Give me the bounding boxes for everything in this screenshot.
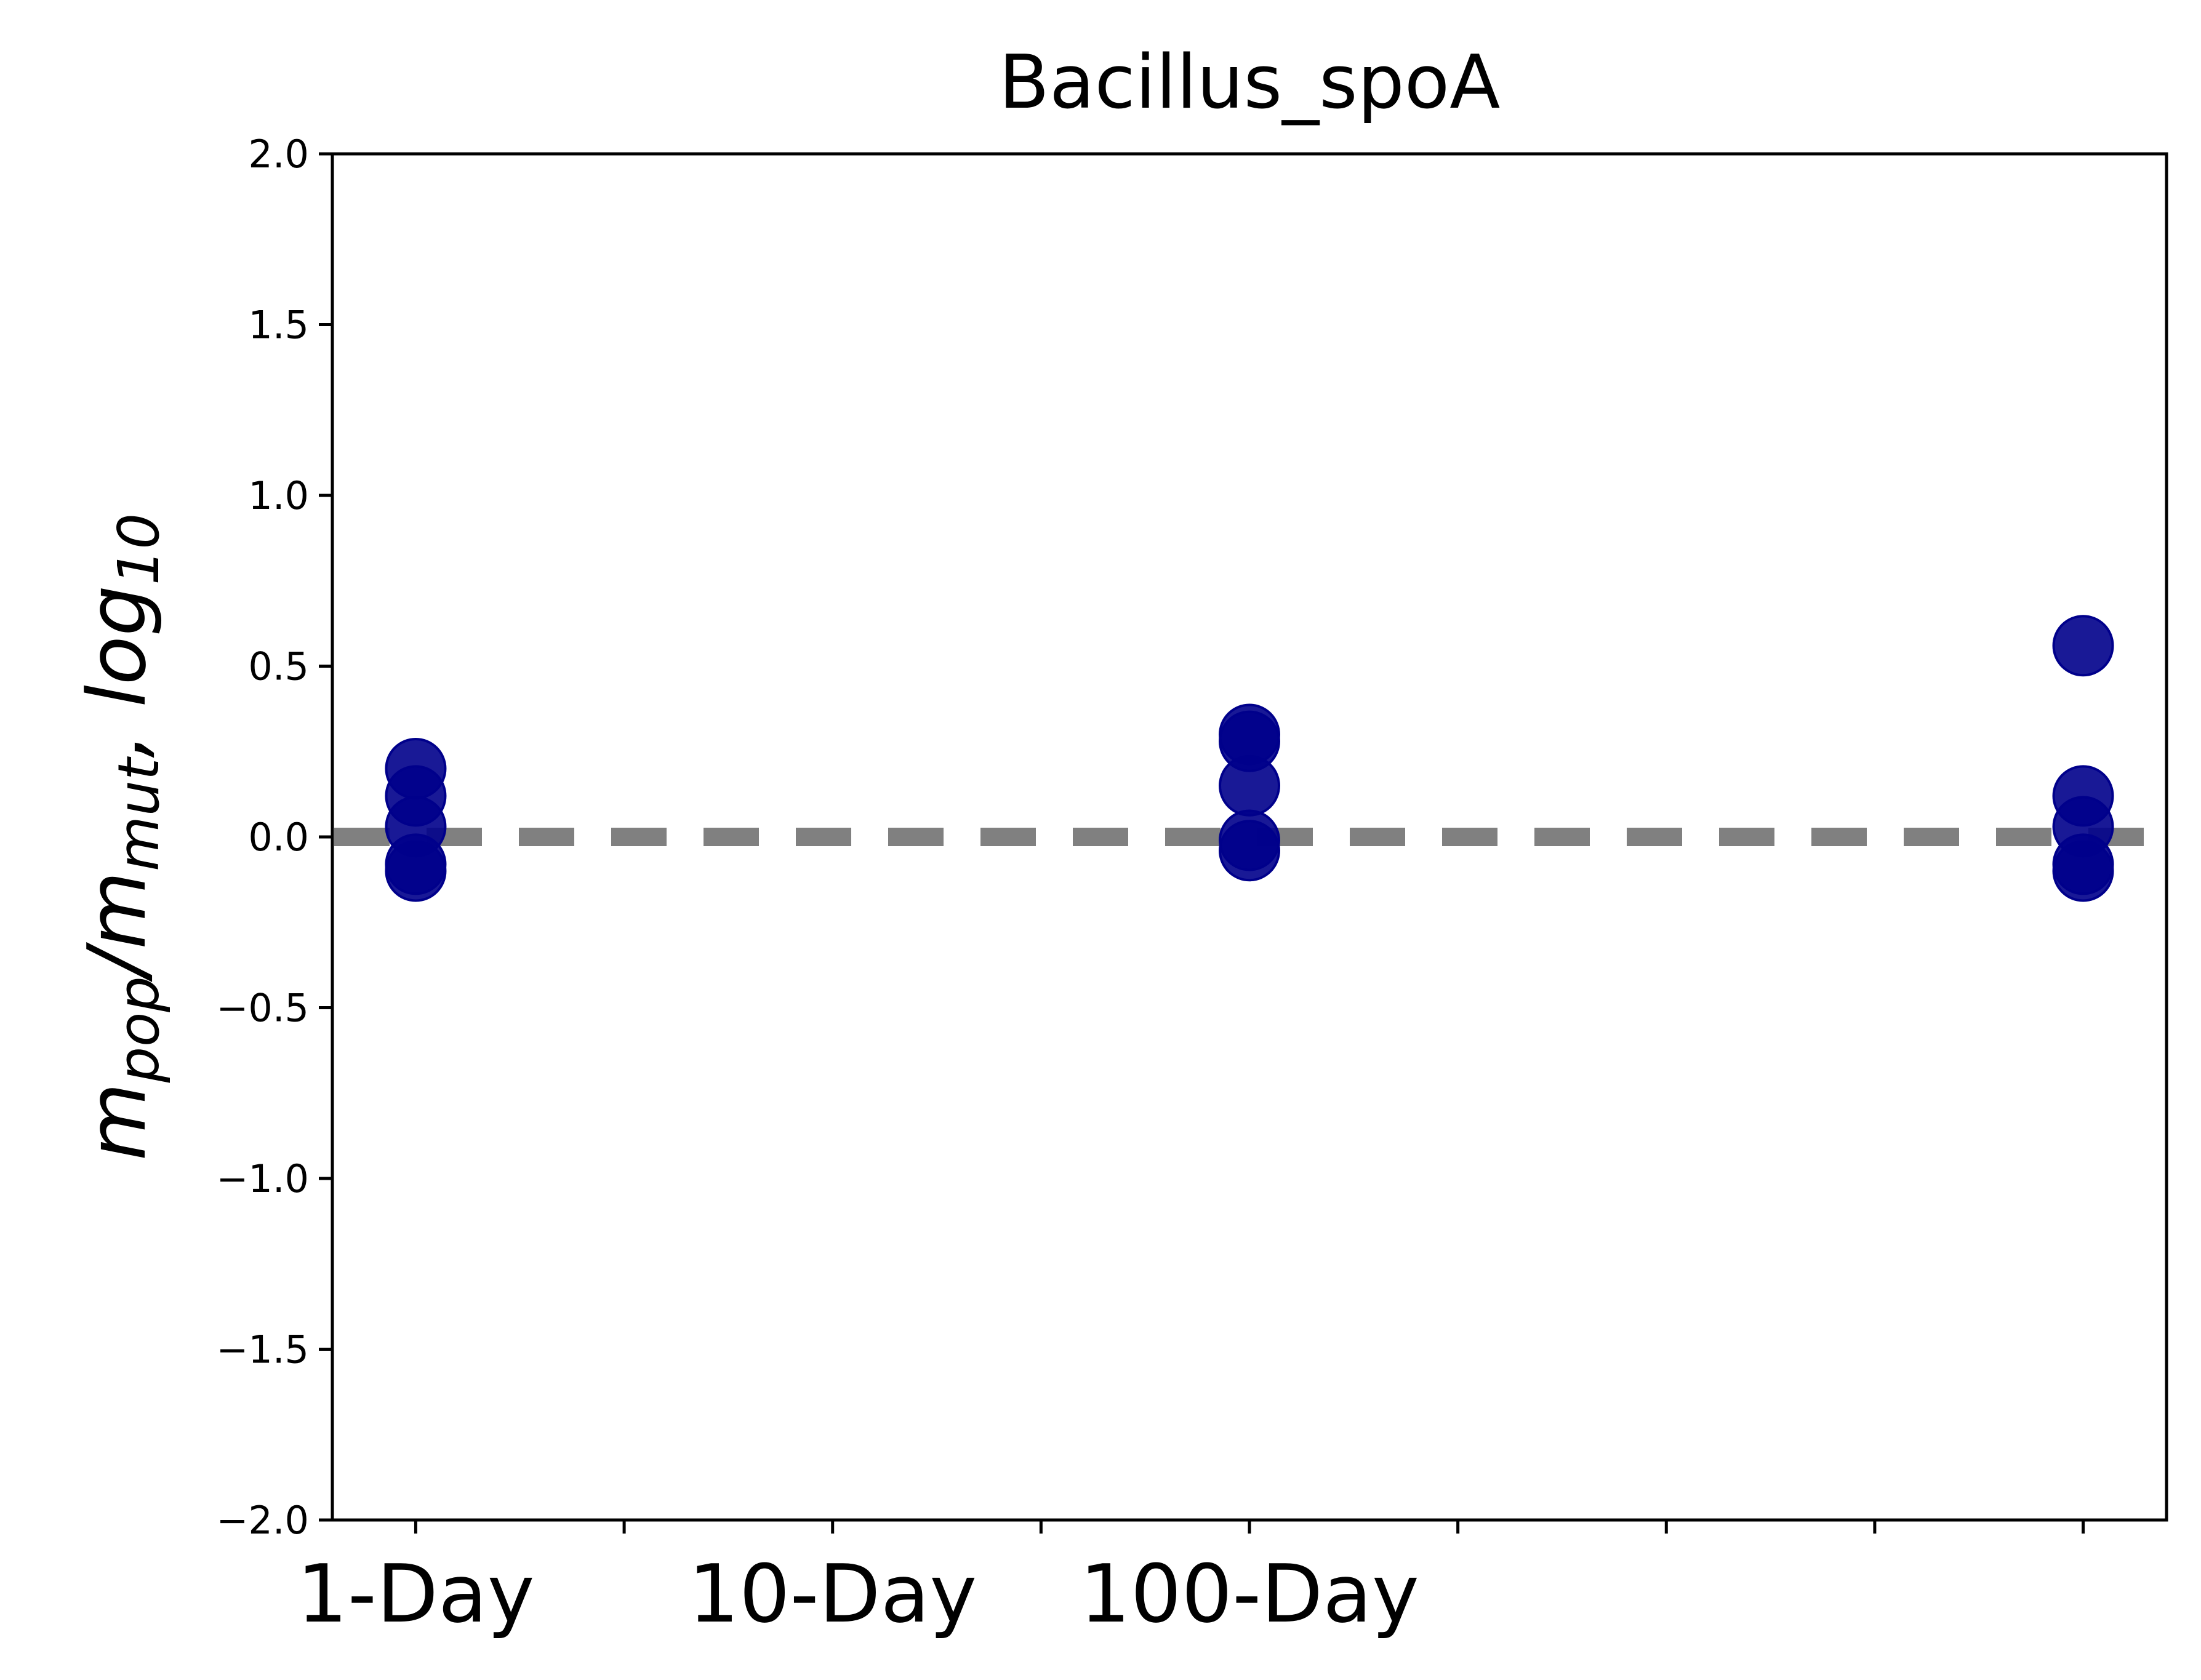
plot-area — [331, 152, 2168, 1522]
y-label-part: m — [70, 1082, 164, 1161]
y-tick-label: −1.5 — [216, 1327, 309, 1372]
y-label-subscript: mut — [106, 756, 172, 871]
data-point — [1219, 820, 1280, 882]
y-tick-label: 0.5 — [248, 644, 309, 689]
y-tick-label: −2.0 — [216, 1498, 309, 1543]
x-tick-label: 100-Day — [1080, 1547, 1419, 1641]
y-axis: 2.0 1.5 1.0 0.5 0.0 −0.5 −1.0 −1.5 −2.0 — [216, 132, 332, 1543]
data-point — [1219, 754, 1280, 817]
y-label-subscript: pop — [106, 976, 172, 1083]
x-axis: 1-Day 10-Day 100-Day — [297, 1520, 2085, 1641]
y-tick-label: −0.5 — [216, 986, 309, 1031]
y-tick-label: −1.0 — [216, 1156, 309, 1201]
y-label-part: /m — [70, 871, 164, 982]
data-point — [2052, 615, 2114, 677]
y-label-subscript: 10 — [106, 513, 172, 585]
y-tick-label: 2.0 — [248, 132, 309, 177]
x-tick-label: 1-Day — [297, 1547, 534, 1641]
data-point — [2052, 840, 2114, 902]
x-tick-label: 10-Day — [688, 1547, 977, 1641]
y-label-part: , log — [70, 585, 164, 758]
y-axis-label: mpop/mmut, log10 — [70, 513, 172, 1161]
chart-title: Bacillus_spoA — [999, 40, 1501, 126]
y-tick-label: 1.0 — [248, 473, 309, 518]
y-tick-label: 1.5 — [248, 303, 309, 348]
data-points — [385, 615, 2114, 902]
data-point — [385, 840, 447, 902]
y-tick-label: 0.0 — [248, 815, 309, 860]
